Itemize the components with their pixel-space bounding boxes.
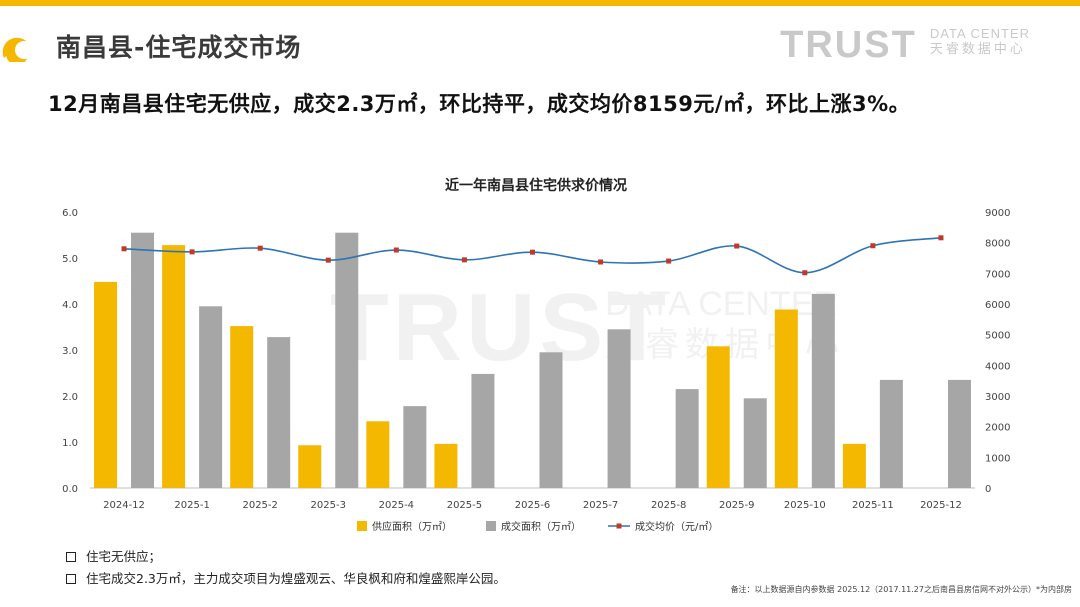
y-right-tick-label: 1000 (985, 453, 1010, 464)
bar-supply (94, 281, 118, 488)
y-left-tick-label: 4.0 (62, 300, 78, 311)
price-line (124, 236, 942, 274)
watermark: TRUST DATA CENTER 天睿数据中心 (330, 274, 839, 381)
bar-transaction (811, 293, 835, 488)
y-left-tick-label: 3.0 (62, 346, 78, 357)
bar-transaction (743, 398, 767, 488)
bar-transaction (879, 379, 903, 488)
headline-summary: 12月南昌县住宅无供应，成交2.3万㎡，环比持平，成交均价8159元/㎡，环比上… (48, 92, 911, 116)
brand-cn-text: 天睿数据中心 (929, 42, 1026, 57)
bar-supply (162, 245, 186, 488)
bar-supply (298, 445, 322, 488)
price-point (121, 246, 127, 252)
price-point (802, 270, 808, 276)
top-accent-bar (0, 0, 1080, 6)
x-tick-label: 2025-12 (920, 500, 962, 511)
chart-legend: 供应面积（万㎡） 成交面积（万㎡） 成交均价（元/㎡） (357, 520, 718, 533)
x-tick-label: 2025-8 (651, 500, 686, 511)
x-tick-label: 2025-11 (852, 500, 894, 511)
legend-swatch-transaction (486, 521, 496, 531)
y-right-tick-label: 3000 (985, 392, 1010, 403)
bar-transaction (199, 306, 223, 488)
note-item: 住宅无供应； (66, 546, 506, 568)
x-tick-label: 2025-5 (447, 500, 482, 511)
price-point (325, 257, 331, 263)
note-item: 住宅成交2.3万㎡，主力成交项目为煌盛观云、华良枫和府和煌盛熙岸公园。 (66, 568, 506, 590)
y-right-tick-label: 4000 (985, 361, 1010, 372)
y-right-tick-label: 0 (985, 484, 991, 495)
y-right-tick-label: 2000 (985, 423, 1010, 434)
bar-transaction (675, 389, 699, 488)
supply-demand-price-chart: TRUST DATA CENTER 天睿数据中心 近一年南昌县住宅供求价情况 0… (62, 177, 1010, 533)
bar-transaction (267, 337, 291, 488)
page-title: 南昌县-住宅成交市场 (56, 33, 302, 62)
x-tick-label: 2025-4 (379, 500, 414, 511)
price-point (461, 257, 467, 263)
x-tick-label: 2024-12 (103, 500, 145, 511)
price-point (530, 249, 535, 255)
x-tick-label: 2025-6 (515, 500, 550, 511)
bar-transaction (471, 373, 495, 488)
watermark-sub: DATA CENTER (605, 285, 838, 323)
notes-list: 住宅无供应； 住宅成交2.3万㎡，主力成交项目为煌盛观云、华良枫和府和煌盛熙岸公… (66, 546, 506, 590)
price-point (393, 247, 399, 253)
y-left-tick-label: 2.0 (62, 392, 78, 403)
chart-title: 近一年南昌县住宅供求价情况 (445, 177, 627, 194)
x-tick-label: 2025-7 (583, 500, 618, 511)
x-tick-label: 2025-2 (242, 500, 277, 511)
x-tick-label: 2025-3 (311, 500, 346, 511)
bar-supply (706, 346, 730, 488)
x-tick-label: 2025-9 (719, 500, 754, 511)
bar-transaction (947, 379, 971, 488)
brand-sub-text: DATA CENTER (929, 26, 1030, 41)
y-right-tick-label: 7000 (985, 269, 1010, 280)
price-point (257, 245, 263, 251)
x-tick-label: 2025-10 (784, 500, 826, 511)
note-text: 住宅成交2.3万㎡，主力成交项目为煌盛观云、华良枫和府和煌盛熙岸公园。 (86, 571, 506, 586)
legend-label-transaction: 成交面积（万㎡） (501, 520, 581, 533)
price-point (870, 243, 876, 249)
bar-transaction (539, 352, 563, 488)
bar-transaction (131, 232, 155, 488)
y-left-tick-label: 5.0 (62, 254, 78, 265)
y-right-tick-label: 6000 (985, 300, 1010, 311)
y-right-tick-label: 5000 (985, 331, 1010, 342)
logo-sun-icon (2, 37, 33, 62)
bar-supply (230, 326, 254, 488)
footnote: 备注：以上数据源自内参数据 2025.12（2017.11.27之后南昌县房信网… (730, 585, 1072, 594)
bar-transaction (403, 406, 427, 488)
checkbox-icon (66, 573, 76, 584)
bar-transaction (607, 329, 631, 488)
bar-supply (434, 443, 458, 488)
price-point (938, 235, 944, 241)
bar-supply (774, 309, 798, 488)
y-left-tick-label: 1.0 (62, 438, 78, 449)
price-point (734, 243, 740, 249)
checkbox-icon (66, 551, 76, 562)
legend-label-price: 成交均价（元/㎡） (635, 520, 718, 533)
bar-transaction (335, 232, 359, 488)
price-point (189, 249, 195, 255)
y-right-tick-label: 9000 (985, 208, 1010, 219)
y-left-tick-label: 6.0 (62, 208, 78, 219)
note-text: 住宅无供应； (86, 549, 162, 564)
legend-swatch-supply (357, 521, 367, 531)
bar-supply (366, 421, 390, 488)
brand-main-text: TRUST (780, 24, 917, 66)
bar-supply (842, 443, 866, 488)
brand-logo: TRUST DATA CENTER 天睿数据中心 (780, 26, 1030, 64)
legend-label-supply: 供应面积（万㎡） (372, 520, 452, 533)
y-right-tick-label: 8000 (985, 239, 1010, 250)
legend-swatch-price-marker (616, 523, 622, 529)
x-tick-label: 2025-1 (174, 500, 209, 511)
price-point (598, 259, 604, 265)
price-point (666, 258, 672, 264)
y-left-tick-label: 0.0 (62, 484, 78, 495)
